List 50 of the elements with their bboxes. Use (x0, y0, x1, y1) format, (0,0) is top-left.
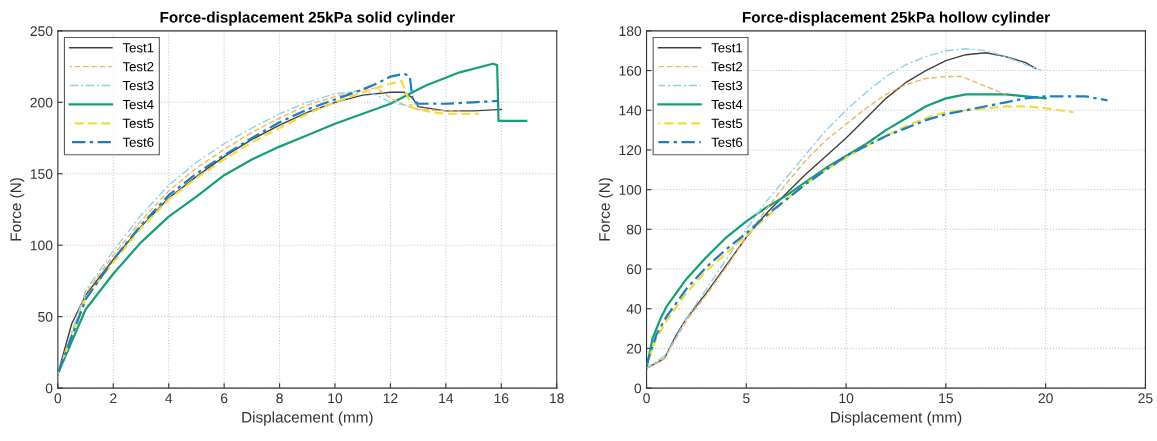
legend-label: Test4 (122, 99, 154, 110)
legend-label: Test1 (122, 43, 154, 53)
x-tick-label: 10 (328, 393, 343, 404)
chart-title: Force-displacement 25kPa solid cylinder (160, 11, 455, 26)
x-tick-label: 25 (1138, 393, 1153, 404)
legend-label: Test3 (122, 80, 154, 91)
x-tick-label: 15 (939, 393, 954, 404)
chart-title: Force-displacement 25kPa hollow cylinder (742, 11, 1050, 26)
y-tick-label: 150 (30, 169, 53, 179)
y-tick-label: 140 (619, 105, 642, 116)
x-tick-label: 20 (1038, 393, 1053, 404)
x-tick-label: 14 (439, 393, 454, 404)
y-tick-label: 60 (626, 264, 642, 275)
y-tick-label: 200 (30, 97, 53, 108)
x-tick-label: 12 (383, 393, 398, 404)
legend-label: Test6 (711, 137, 743, 147)
y-tick-label: 180 (619, 26, 642, 37)
x-axis-title: Displacement (mm) (831, 411, 962, 426)
y-tick-label: 100 (30, 240, 53, 251)
y-tick-label: 50 (38, 311, 53, 322)
x-tick-label: 16 (494, 393, 509, 404)
legend-label: Test5 (711, 118, 743, 129)
y-tick-label: 0 (634, 383, 642, 394)
y-tick-label: 250 (30, 26, 53, 37)
legend-label: Test2 (122, 61, 154, 72)
legend-label: Test3 (711, 80, 743, 91)
x-tick-label: 8 (276, 393, 283, 404)
y-tick-label: 0 (45, 383, 53, 394)
legend-label: Test5 (122, 118, 154, 129)
y-tick-label: 120 (619, 145, 642, 156)
legend-label: Test2 (711, 61, 743, 72)
legend-label: Test4 (711, 99, 743, 110)
y-tick-label: 40 (626, 304, 642, 314)
y-tick-label: 20 (626, 343, 642, 354)
x-tick-label: 2 (110, 393, 117, 404)
x-tick-label: 6 (220, 393, 228, 404)
y-axis-title: Force (N) (10, 178, 25, 241)
x-tick-label: 4 (165, 393, 173, 404)
y-tick-label: 100 (619, 184, 642, 195)
x-tick-label: 5 (743, 393, 750, 404)
x-tick-label: 10 (839, 393, 854, 404)
legend-label: Test1 (711, 43, 743, 53)
y-tick-label: 80 (626, 224, 642, 235)
legend-label: Test6 (122, 137, 154, 147)
x-tick-label: 0 (643, 393, 650, 404)
x-tick-label: 18 (550, 393, 564, 404)
y-tick-label: 160 (619, 65, 642, 76)
x-tick-label: 0 (54, 393, 62, 404)
x-axis-title: Displacement (mm) (242, 411, 373, 426)
y-axis-title: Force (N) (598, 178, 613, 241)
